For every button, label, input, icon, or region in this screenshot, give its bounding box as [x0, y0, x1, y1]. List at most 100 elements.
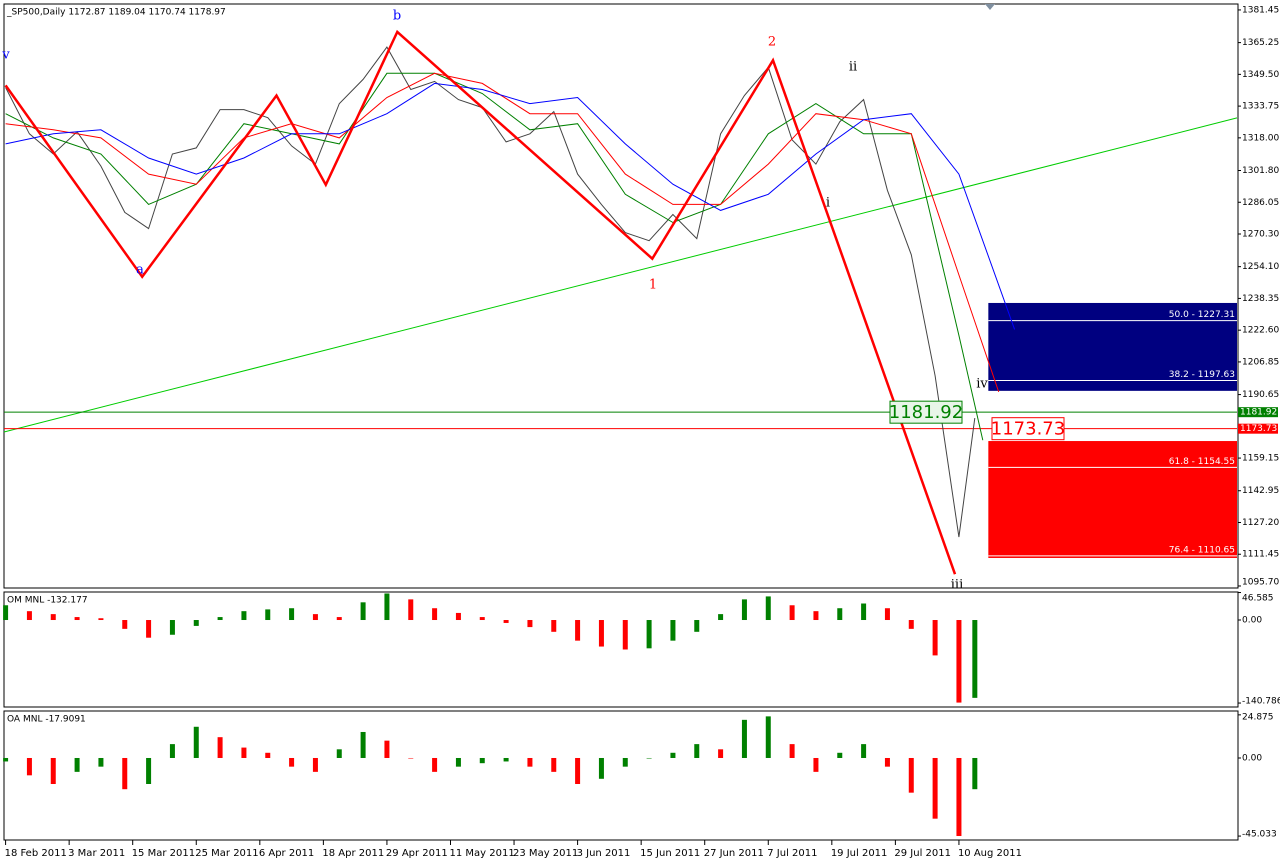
histogram-bar [956, 757, 962, 837]
wave-label: i [826, 196, 830, 211]
histogram-bar [26, 757, 32, 776]
histogram-bar [3, 757, 9, 762]
moving-average [5, 82, 1016, 330]
x-tick-label: 29 Apr 2011 [386, 848, 448, 859]
histogram-bar [455, 612, 461, 621]
histogram-bar [575, 620, 581, 641]
histogram-bar [479, 757, 485, 764]
histogram-bar [217, 617, 223, 621]
histogram-bar [98, 618, 104, 621]
x-tick-label: 23 May 2011 [513, 848, 578, 859]
y-tick-label: -140.786 [1242, 697, 1280, 707]
histogram-bar [765, 596, 771, 621]
histogram-bar [408, 599, 414, 621]
histogram-bar [146, 620, 152, 638]
shift-marker [985, 4, 995, 10]
histogram-bar [598, 757, 604, 779]
histogram-bar [360, 602, 366, 621]
y-tick-label: -45.033 [1242, 830, 1277, 840]
histogram-bar [956, 620, 962, 703]
level-tag [1238, 423, 1278, 434]
histogram-bar [98, 757, 104, 767]
zigzag [4, 29, 957, 575]
histogram-bar [50, 614, 56, 621]
fib-level-label: 38.2 - 1197.63 [1169, 370, 1235, 380]
histogram-bar [3, 605, 9, 621]
histogram-bar [527, 757, 533, 767]
histogram-bar [932, 757, 938, 819]
fib-level-label: 76.4 - 1110.65 [1169, 545, 1235, 555]
histogram-bar [741, 599, 747, 621]
histogram-bar [972, 620, 978, 698]
y-tick-label: 1111.45 [1242, 550, 1279, 560]
fib-zone [988, 441, 1237, 558]
histogram-bar [694, 620, 700, 632]
wave-label: iii [951, 578, 963, 593]
level-box [889, 400, 963, 424]
histogram-bar [193, 726, 199, 758]
y-tick-label: 1190.65 [1242, 390, 1279, 400]
histogram-bar [694, 744, 700, 758]
x-tick-label: 18 Feb 2011 [5, 848, 67, 859]
y-tick-label: 1238.35 [1242, 294, 1279, 304]
x-tick-label: 11 May 2011 [449, 848, 514, 859]
histogram-bar [384, 740, 390, 758]
histogram-bar [789, 744, 795, 758]
y-tick-label: 1301.80 [1242, 166, 1279, 176]
wave-label: v [1, 48, 10, 63]
histogram-bar [718, 749, 724, 758]
wave-label: b [393, 9, 401, 24]
histogram-bar [622, 757, 628, 767]
moving-average [5, 72, 1000, 393]
histogram-bar [622, 620, 628, 650]
histogram-bar [336, 749, 342, 758]
histogram-bar [527, 620, 533, 628]
y-tick-label: 0.00 [1242, 616, 1262, 626]
histogram-bar [289, 757, 295, 767]
panel-title: _SP500,Daily 1172.87 1189.04 1170.74 117… [6, 8, 226, 18]
y-tick-label: 1254.10 [1242, 262, 1279, 272]
histogram-bar [479, 617, 485, 621]
level-tag [1238, 407, 1278, 418]
x-tick-label: 10 Aug 2011 [958, 848, 1022, 859]
histogram-bar [884, 608, 890, 621]
histogram-bar [861, 603, 867, 621]
histogram-bar [312, 614, 318, 621]
histogram-bar [432, 757, 438, 772]
histogram-bar [265, 752, 271, 758]
histogram-bar [122, 757, 128, 790]
histogram-bar [217, 737, 223, 758]
histogram-bar [312, 757, 318, 772]
moving-average [5, 72, 984, 441]
price-line [5, 46, 976, 538]
histogram-bar [670, 620, 676, 641]
histogram-bar [837, 752, 843, 758]
x-tick-label: 29 Jul 2011 [894, 848, 951, 859]
histogram-bar [813, 611, 819, 621]
histogram-bar [861, 744, 867, 758]
histogram-bar [908, 620, 914, 629]
y-tick-label: 46.585 [1242, 594, 1274, 604]
histogram-bar [646, 757, 652, 759]
y-tick-label: 1206.85 [1242, 357, 1279, 367]
level-tag-label: 1173.73 [1240, 424, 1277, 434]
histogram-bar [360, 731, 366, 758]
histogram-bar [455, 757, 461, 767]
wave-label: a [136, 263, 144, 278]
histogram-bar [503, 757, 509, 762]
histogram-bar [908, 757, 914, 793]
histogram-bar [741, 719, 747, 758]
histogram-bar [384, 593, 390, 621]
x-tick-label: 15 Mar 2011 [132, 848, 195, 859]
x-tick-label: 3 Jun 2011 [577, 848, 631, 859]
histogram-bar [765, 716, 771, 758]
y-tick-label: 1222.60 [1242, 326, 1279, 336]
y-tick-label: 1095.70 [1242, 578, 1279, 588]
y-tick-label: 1365.25 [1242, 38, 1279, 48]
x-tick-label: 19 Jul 2011 [831, 848, 888, 859]
histogram-bar [598, 620, 604, 647]
histogram-bar [884, 757, 890, 767]
wave-label: 2 [768, 35, 776, 50]
level-tag-label: 1181.92 [1240, 408, 1277, 418]
y-tick-label: 0.00 [1242, 753, 1262, 763]
